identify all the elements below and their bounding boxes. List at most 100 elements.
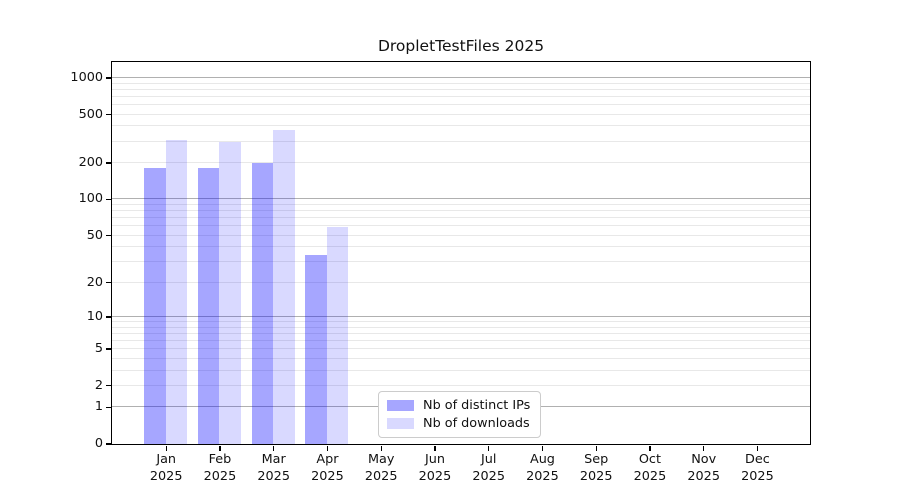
x-tick-month: Mar [261, 452, 286, 467]
y-tick-mark [105, 162, 111, 164]
x-tick-mark [595, 445, 597, 451]
x-tick-label: Sep 2025 [561, 452, 631, 485]
y-minor-gridline [111, 384, 810, 386]
y-minor-gridline [111, 234, 810, 236]
y-minor-gridline [111, 339, 810, 341]
legend-label-distinct-ips: Nb of distinct IPs [423, 398, 531, 413]
x-tick-month: Dec [745, 452, 770, 467]
x-tick-mark [434, 445, 436, 451]
y-tick-label: 500 [78, 106, 103, 122]
y-tick-label: 0 [94, 436, 103, 451]
x-tick-month: Apr [316, 452, 339, 467]
legend-swatch-distinct-ips [387, 400, 414, 411]
x-tick-year: 2025 [741, 468, 774, 484]
y-tick-label: 20 [86, 274, 103, 290]
x-tick-month: Jan [156, 452, 177, 467]
x-tick-year: 2025 [203, 468, 237, 484]
y-minor-gridline [111, 281, 810, 283]
x-tick-year: 2025 [364, 468, 398, 484]
x-tick-mark [326, 445, 329, 451]
x-tick-month: Jul [480, 452, 497, 467]
x-tick-year: 2025 [472, 468, 505, 484]
x-tick-label: Apr 2025 [292, 452, 362, 485]
x-tick-month: Jun [424, 452, 445, 467]
y-tick-label: 2 [94, 377, 103, 393]
x-tick-year: 2025 [418, 468, 452, 484]
y-tick-mark [105, 385, 111, 387]
x-tick-year: 2025 [687, 468, 720, 484]
legend-swatch-downloads [387, 418, 414, 429]
x-tick-label: Oct 2025 [615, 452, 685, 485]
y-tick-mark [105, 443, 111, 445]
y-tick-mark [105, 198, 111, 201]
y-tick-label: 200 [78, 155, 103, 170]
y-tick-mark [105, 113, 111, 116]
x-tick-label: Nov 2025 [669, 452, 739, 485]
bar-distinct-ips [251, 162, 274, 444]
x-tick-mark [165, 445, 167, 451]
x-tick-month: Oct [638, 452, 661, 467]
x-tick-month: May [367, 452, 395, 467]
y-tick-mark [105, 316, 111, 318]
x-tick-month: Sep [584, 452, 609, 467]
y-minor-gridline [111, 348, 810, 350]
y-minor-gridline [111, 321, 810, 322]
y-minor-gridline [111, 103, 810, 105]
x-tick-mark [219, 445, 221, 451]
y-minor-gridline [111, 82, 810, 84]
y-minor-gridline [111, 369, 810, 371]
bar-downloads [219, 141, 241, 444]
y-minor-gridline [111, 357, 810, 359]
y-tick-label: 50 [86, 227, 103, 243]
bar-distinct-ips [305, 255, 327, 444]
y-tick-label: 5 [94, 341, 103, 357]
legend-item-downloads: Nb of downloads [387, 416, 530, 431]
x-tick-year: 2025 [257, 468, 290, 484]
x-tick-label: Jun 2025 [400, 452, 470, 485]
bar-downloads [326, 226, 349, 444]
y-tick-mark [105, 77, 111, 79]
x-tick-label: Jul 2025 [454, 452, 524, 485]
y-tick-label: 10 [86, 308, 103, 324]
x-tick-label: Dec 2025 [722, 452, 792, 485]
x-tick-mark [703, 445, 705, 451]
y-minor-gridline [111, 210, 810, 212]
x-tick-mark [380, 445, 382, 451]
legend-label-downloads: Nb of downloads [423, 416, 530, 431]
x-tick-label: Feb 2025 [185, 452, 255, 485]
y-tick-mark [105, 281, 111, 284]
x-tick-mark [273, 445, 275, 451]
y-minor-gridline [111, 125, 810, 127]
x-tick-year: 2025 [579, 468, 613, 484]
y-tick-mark [105, 406, 111, 408]
x-tick-label: Jan 2025 [131, 452, 201, 485]
y-minor-gridline [111, 113, 810, 115]
x-tick-year: 2025 [149, 468, 183, 484]
x-tick-mark [756, 445, 759, 451]
x-tick-mark [649, 445, 651, 451]
y-minor-gridline [111, 246, 810, 248]
y-tick-label: 100 [78, 191, 103, 207]
x-tick-month: Feb [208, 452, 232, 467]
y-minor-gridline [111, 326, 810, 328]
y-tick-mark [105, 234, 111, 237]
y-minor-gridline [111, 332, 810, 334]
chart-title: DropletTestFiles 2025 [377, 37, 545, 55]
y-tick-label: 1 [94, 399, 103, 415]
x-tick-month: Nov [691, 452, 717, 467]
x-tick-year: 2025 [526, 468, 559, 484]
legend-item-distinct-ips: Nb of distinct IPs [387, 398, 530, 413]
y-major-gridline [111, 76, 810, 78]
x-tick-month: Aug [529, 452, 555, 467]
y-minor-gridline [111, 88, 810, 90]
y-tick-label: 1000 [70, 69, 103, 85]
x-tick-label: May 2025 [346, 452, 416, 485]
y-minor-gridline [111, 261, 810, 263]
bar-downloads [273, 130, 295, 444]
x-tick-year: 2025 [633, 468, 667, 484]
bar-downloads [165, 139, 188, 444]
y-minor-gridline [111, 225, 810, 227]
y-minor-gridline [111, 140, 810, 142]
y-minor-gridline [111, 203, 810, 205]
